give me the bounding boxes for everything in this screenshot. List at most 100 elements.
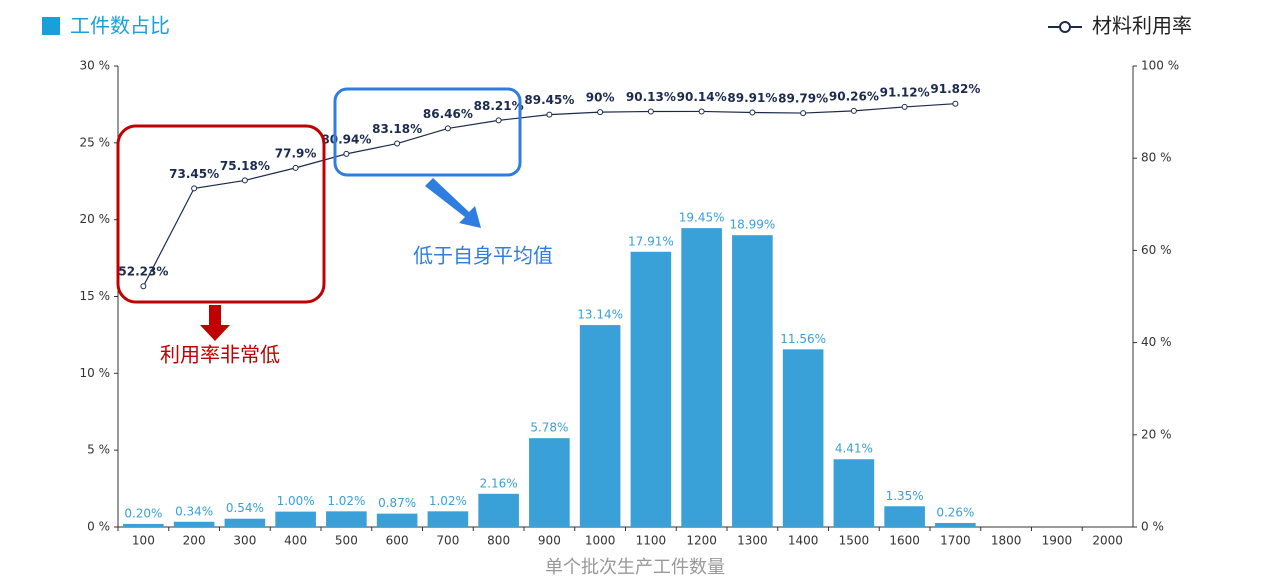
bar xyxy=(681,228,722,527)
annotation-arrow xyxy=(200,305,230,341)
bar xyxy=(833,459,875,527)
point-label: 88.21% xyxy=(474,99,524,113)
x-tick-label: 1000 xyxy=(585,534,616,548)
x-tick-label: 300 xyxy=(233,534,256,548)
line-point xyxy=(241,177,248,184)
bar xyxy=(478,493,519,527)
legend-swatch xyxy=(42,17,60,35)
bar-label: 0.20% xyxy=(124,506,162,520)
line-point xyxy=(394,140,401,147)
x-tick-label: 1700 xyxy=(940,534,971,548)
y-tick-label: 5 % xyxy=(87,443,110,457)
bar-label: 18.99% xyxy=(729,218,775,232)
bar-label: 5.78% xyxy=(530,421,568,435)
bar xyxy=(884,506,925,527)
line-point xyxy=(749,109,756,116)
y-tick-label: 20 % xyxy=(80,212,111,226)
x-tick-label: 1100 xyxy=(636,534,667,548)
x-tick-label: 1300 xyxy=(737,534,768,548)
point-label: 90% xyxy=(586,91,615,105)
x-tick-label: 200 xyxy=(183,534,206,548)
x-tick-label: 600 xyxy=(386,534,409,548)
x-tick-label: 1200 xyxy=(686,534,717,548)
bar xyxy=(732,235,773,527)
bar xyxy=(935,523,976,527)
annotation: 低于自身平均值 xyxy=(413,244,553,268)
legend-label: 材料利用率 xyxy=(1092,14,1192,38)
x-tick-label: 900 xyxy=(538,534,561,548)
bar-label: 0.26% xyxy=(936,506,974,520)
line-point xyxy=(140,283,147,290)
legend-marker xyxy=(1059,21,1071,33)
line-point xyxy=(546,111,553,118)
point-label: 91.82% xyxy=(930,82,980,96)
legend-label: 工件数占比 xyxy=(70,14,170,38)
x-tick-label: 1600 xyxy=(889,534,920,548)
point-label: 52.23% xyxy=(118,265,168,279)
y-tick-label: 0 % xyxy=(87,520,110,534)
y-tick-label: 10 % xyxy=(80,366,111,380)
bar xyxy=(376,513,418,527)
bar xyxy=(173,521,215,527)
bar-label: 17.91% xyxy=(628,234,674,248)
x-tick-label: 1800 xyxy=(991,534,1022,548)
bar-label: 1.35% xyxy=(886,489,924,503)
x-tick-label: 2000 xyxy=(1092,534,1123,548)
bar xyxy=(427,511,469,527)
line-point xyxy=(647,108,654,115)
bar xyxy=(326,511,367,527)
point-label: 90.13% xyxy=(626,90,676,104)
point-label: 89.91% xyxy=(727,91,777,105)
bar-label: 1.02% xyxy=(429,494,467,508)
bar xyxy=(630,251,672,527)
bar-label: 1.00% xyxy=(277,494,315,508)
y-tick-label: 30 % xyxy=(80,59,111,73)
x-tick-label: 700 xyxy=(436,534,459,548)
bar-label: 13.14% xyxy=(577,308,623,322)
point-label: 77.9% xyxy=(275,146,317,160)
y-tick-label: 25 % xyxy=(80,135,111,149)
line-point xyxy=(495,117,502,124)
y2-tick-label: 40 % xyxy=(1141,335,1172,349)
annotation: 利用率非常低 xyxy=(160,343,280,367)
annotation-box xyxy=(333,87,522,177)
point-label: 75.18% xyxy=(220,159,270,173)
x-tick-label: 500 xyxy=(335,534,358,548)
point-label: 80.94% xyxy=(321,132,371,146)
bar-label: 0.87% xyxy=(378,496,416,510)
x-tick-label: 400 xyxy=(284,534,307,548)
bar xyxy=(782,349,824,527)
y2-tick-label: 60 % xyxy=(1141,243,1172,257)
point-label: 83.18% xyxy=(372,122,422,136)
bar xyxy=(529,438,570,527)
annotation-box xyxy=(116,124,326,304)
point-label: 89.79% xyxy=(778,92,828,106)
y-tick-label: 15 % xyxy=(80,289,111,303)
point-label: 90.26% xyxy=(829,89,879,103)
x-tick-label: 1400 xyxy=(788,534,819,548)
annotation-arrow xyxy=(425,178,481,228)
line-point xyxy=(850,107,857,114)
point-label: 91.12% xyxy=(880,85,930,99)
x-tick-label: 800 xyxy=(487,534,510,548)
line-point xyxy=(952,100,959,107)
bar xyxy=(275,511,316,527)
point-label: 86.46% xyxy=(423,107,473,121)
point-label: 90.14% xyxy=(677,90,727,104)
bar-label: 19.45% xyxy=(679,211,725,225)
line-point xyxy=(444,125,451,132)
x-tick-label: 1500 xyxy=(839,534,870,548)
y2-tick-label: 0 % xyxy=(1141,520,1164,534)
line-point xyxy=(901,103,908,110)
line-point xyxy=(698,108,705,115)
bar-label: 1.02% xyxy=(327,494,365,508)
bar-label: 4.41% xyxy=(835,442,873,456)
line-point xyxy=(191,185,198,192)
bar xyxy=(224,518,266,527)
bar-label: 2.16% xyxy=(480,476,518,490)
point-label: 73.45% xyxy=(169,167,219,181)
bar-label: 0.54% xyxy=(226,501,264,515)
bar xyxy=(123,523,164,527)
x-tick-label: 1900 xyxy=(1042,534,1073,548)
